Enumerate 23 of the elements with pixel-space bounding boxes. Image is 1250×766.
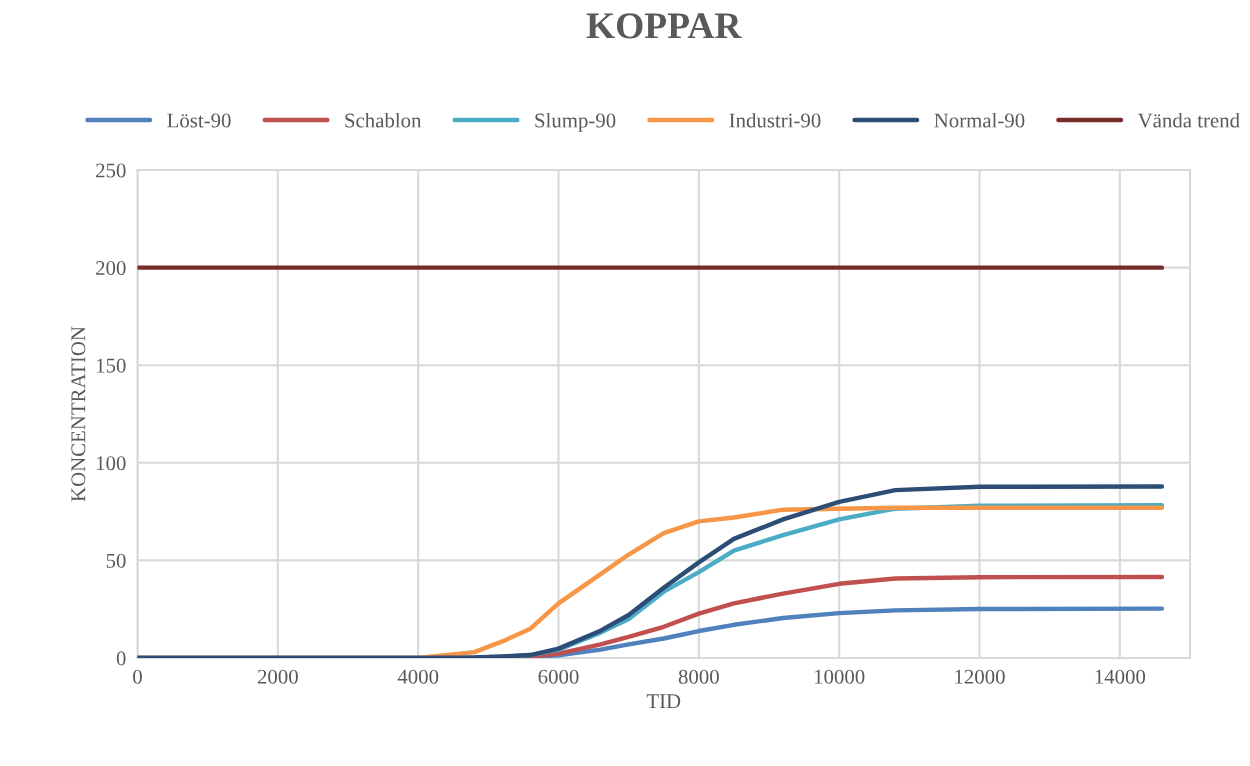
- x-tick-label: 8000: [678, 669, 719, 684]
- x-tick-label: 12000: [955, 669, 1005, 684]
- x-tick-label: 0: [133, 669, 142, 684]
- x-tick-label: 14000: [1095, 669, 1146, 684]
- legend-label: Schablon: [345, 112, 422, 128]
- legend-label: Slump-90: [535, 112, 616, 132]
- y-tick-label: 100: [96, 456, 126, 471]
- legend-label: Industri-90: [729, 112, 821, 128]
- legend-label: Vända trend: [1137, 112, 1240, 128]
- y-tick-label: 0: [116, 651, 126, 666]
- y-tick-label: 50: [106, 553, 126, 568]
- legend-label: Normal-90: [934, 112, 1025, 128]
- legend-label: Löst-90: [167, 113, 231, 128]
- y-tick-label: 150: [96, 358, 126, 373]
- x-tick-label: 10000: [814, 669, 865, 684]
- x-axis-title: TID: [646, 694, 681, 709]
- y-tick-label: 200: [96, 261, 126, 276]
- x-tick-label: 2000: [257, 669, 298, 684]
- x-tick-label: 6000: [538, 669, 579, 684]
- y-tick-label: 250: [96, 163, 126, 178]
- chart-title: KOPPAR: [586, 13, 742, 39]
- y-axis-title: KONCENTRATION: [71, 326, 86, 502]
- x-tick-label: 4000: [397, 669, 439, 684]
